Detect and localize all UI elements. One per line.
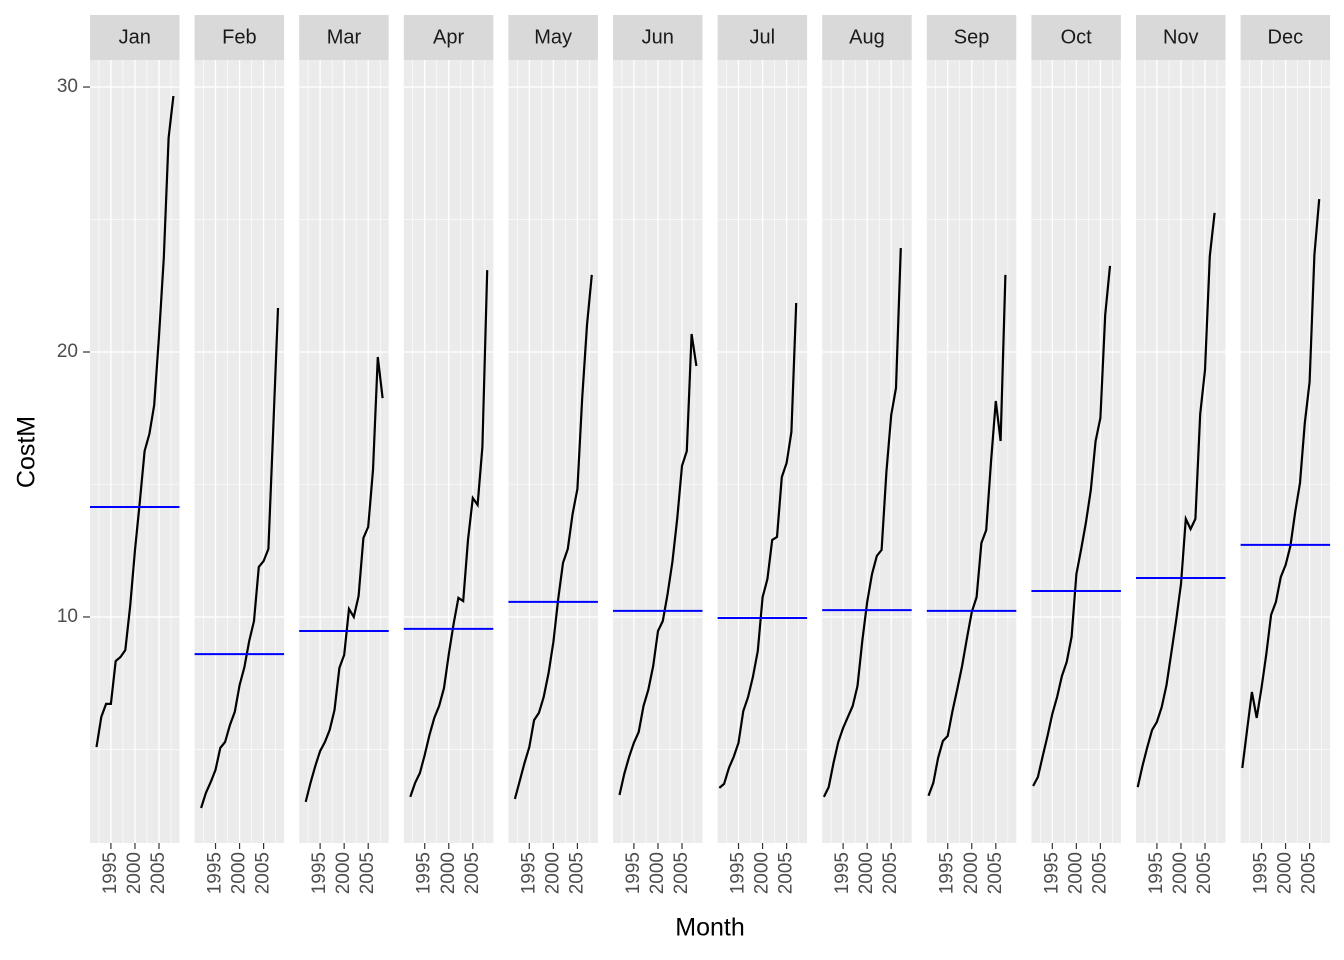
- x-tick-label: 2005: [566, 852, 587, 894]
- strip-background: [194, 15, 285, 60]
- x-tick-label: 2000: [856, 852, 877, 894]
- series-line: [513, 274, 593, 800]
- x-tick-label: 2005: [1089, 852, 1110, 894]
- strip-background: [717, 15, 808, 60]
- x-tick-label: 2000: [961, 852, 982, 894]
- x-tick-label: 2000: [542, 852, 563, 894]
- x-tick-label: 2000: [647, 852, 668, 894]
- x-tick-label: 2005: [1194, 852, 1215, 894]
- x-tick-label: 1995: [1251, 852, 1272, 894]
- x-tick-label: 1995: [309, 852, 330, 894]
- strip-background: [403, 15, 494, 60]
- series-line: [409, 270, 489, 798]
- x-tick-label: 1995: [623, 852, 644, 894]
- y-tick-label: 10: [57, 606, 78, 627]
- x-tick-label: 1995: [518, 852, 539, 894]
- strip-background: [1136, 15, 1226, 60]
- strip-label: Oct: [1061, 26, 1093, 48]
- strip-background: [822, 15, 912, 60]
- x-tick-label: 1995: [205, 852, 226, 894]
- x-tick-label: 2000: [229, 852, 250, 894]
- series-line: [618, 333, 698, 796]
- x-axis-title: Month: [675, 914, 744, 942]
- series-line: [718, 302, 798, 789]
- x-tick-label: 1995: [832, 852, 853, 894]
- x-tick-label: 2000: [333, 852, 354, 894]
- x-tick-label: 2005: [776, 852, 797, 894]
- strip-label: Jan: [119, 26, 151, 48]
- strip-label: Jun: [642, 26, 674, 48]
- strip-background: [1031, 15, 1121, 60]
- series-line: [1032, 265, 1112, 787]
- strip-background: [613, 15, 703, 60]
- strip-background: [508, 15, 598, 60]
- strip-label: May: [534, 26, 572, 48]
- strip-label: Apr: [433, 26, 464, 48]
- x-tick-label: 1995: [728, 852, 749, 894]
- y-tick-label: 20: [57, 341, 78, 362]
- series-line: [304, 356, 384, 803]
- series-line: [822, 248, 902, 798]
- strip-label: Nov: [1163, 26, 1199, 48]
- strip-label: Feb: [222, 26, 256, 48]
- x-tick-label: 1995: [1041, 852, 1062, 894]
- x-tick-label: 2000: [438, 852, 459, 894]
- x-tick-label: 2000: [1170, 852, 1191, 894]
- series-line: [1241, 199, 1321, 769]
- x-tick-label: 2005: [671, 852, 692, 894]
- x-tick-label: 2000: [752, 852, 773, 894]
- x-tick-label: 1995: [937, 852, 958, 894]
- strip-label: Jul: [750, 26, 776, 48]
- x-tick-label: 2000: [1275, 852, 1296, 894]
- x-tick-label: 1995: [414, 852, 435, 894]
- strip-label: Mar: [327, 26, 362, 48]
- series-line: [200, 307, 280, 809]
- x-tick-label: 2005: [462, 852, 483, 894]
- x-tick-label: 2000: [124, 852, 145, 894]
- strip-background: [299, 15, 389, 60]
- strip-label: Dec: [1268, 26, 1304, 48]
- strip-label: Aug: [849, 26, 885, 48]
- series-line: [927, 274, 1007, 797]
- x-tick-label: 1995: [1146, 852, 1167, 894]
- x-tick-label: 2005: [1299, 852, 1320, 894]
- strip-background: [926, 15, 1017, 60]
- x-tick-label: 2005: [985, 852, 1006, 894]
- x-tick-label: 2005: [253, 852, 274, 894]
- series-line: [95, 95, 175, 748]
- series-line: [1136, 212, 1216, 788]
- strip-background: [1240, 15, 1331, 60]
- x-tick-label: 2000: [1065, 852, 1086, 894]
- x-tick-label: 2005: [148, 852, 169, 894]
- strip-label: Sep: [954, 26, 990, 48]
- y-tick-label: 30: [57, 76, 78, 97]
- x-tick-label: 2005: [357, 852, 378, 894]
- x-tick-label: 1995: [100, 852, 121, 894]
- strip-background: [90, 15, 180, 60]
- y-axis-title: CostM: [13, 416, 41, 488]
- x-tick-label: 2005: [880, 852, 901, 894]
